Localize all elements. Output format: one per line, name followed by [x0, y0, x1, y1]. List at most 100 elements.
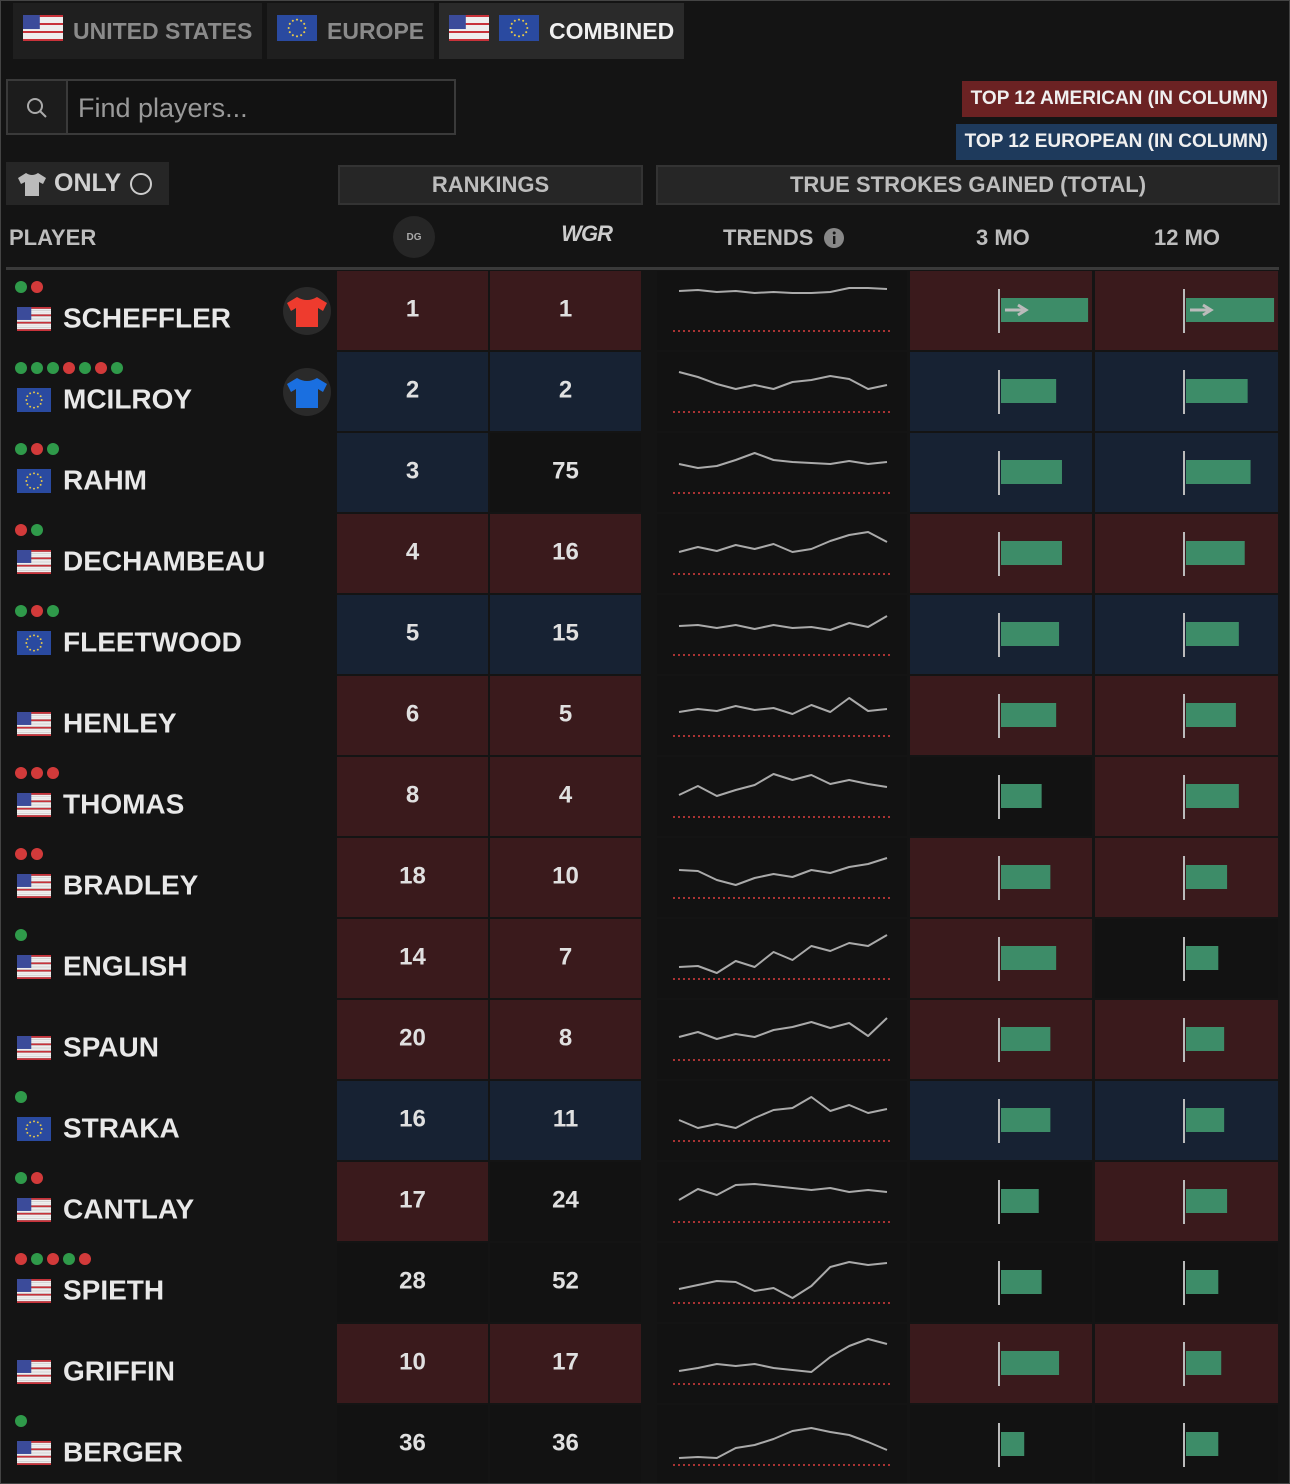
flag-star — [517, 18, 521, 21]
flag-star — [26, 476, 29, 479]
flag-star — [29, 405, 32, 408]
sg-bar — [1001, 379, 1057, 403]
sg-bar — [1186, 541, 1245, 565]
flag-image — [277, 15, 317, 41]
cell-bg — [490, 757, 641, 836]
flag-stripe — [17, 809, 51, 812]
flag-stripe — [17, 877, 51, 880]
flag-canton — [23, 15, 40, 30]
flag-star — [39, 476, 42, 479]
rank: 5 — [559, 700, 572, 727]
flag-stripe — [17, 1050, 51, 1053]
flag-star — [29, 635, 32, 638]
flag-star — [29, 1121, 32, 1124]
rank: 10 — [399, 1348, 426, 1375]
trend-line — [678, 1338, 888, 1373]
player-cell — [6, 514, 334, 593]
rank: 75 — [552, 457, 579, 484]
flag-stripe — [17, 321, 51, 324]
search-box[interactable]: Find players... — [6, 79, 456, 135]
flag-star — [287, 26, 290, 30]
flag-stripe — [17, 713, 51, 716]
flag-star — [300, 19, 303, 22]
form-dot — [15, 362, 27, 374]
rank: 5 — [406, 619, 419, 646]
flag-stripe — [17, 327, 51, 330]
flag-stripe — [17, 807, 51, 810]
form-dot — [15, 605, 27, 617]
only-filter[interactable]: ONLY — [6, 162, 169, 205]
flag-stripe — [17, 964, 51, 967]
flag-star — [36, 1121, 39, 1124]
tab[interactable]: COMBINED — [439, 3, 685, 59]
rank: 16 — [552, 538, 579, 565]
tab[interactable]: EUROPE — [267, 3, 435, 59]
player-cell — [6, 838, 334, 917]
flag-star — [40, 642, 43, 644]
trend-line — [678, 934, 888, 974]
flag-stripe — [449, 39, 489, 41]
flag-stripe — [17, 1444, 51, 1447]
flag-stripe — [17, 1374, 51, 1377]
flag-stripe — [17, 1295, 51, 1298]
flag-stripe — [17, 715, 51, 718]
flag-canton — [17, 712, 32, 725]
flag-stripe — [17, 896, 51, 898]
flag-image — [449, 15, 489, 41]
form-dot — [111, 362, 123, 374]
flag-stripe — [17, 1459, 51, 1462]
flag-stripe — [449, 33, 489, 35]
tab[interactable]: UNITED STATES — [13, 3, 263, 59]
flag-stripe — [17, 312, 51, 315]
cell-bg — [490, 919, 641, 998]
form-dot — [31, 1172, 43, 1184]
player-cell — [6, 352, 334, 431]
flag-star — [33, 391, 35, 394]
flag-stripe — [17, 719, 51, 722]
flag-stripe — [449, 35, 489, 37]
flag-stripe — [449, 31, 489, 33]
flag-stripe — [17, 1365, 51, 1368]
trend-cell — [657, 1324, 907, 1403]
flag-star — [39, 638, 42, 641]
flag-stripe — [17, 1203, 51, 1206]
cell-bg — [337, 433, 488, 512]
rank: 1 — [406, 295, 419, 322]
flag — [499, 15, 539, 47]
sg-bar — [1186, 1189, 1228, 1213]
sg-bar — [1001, 1270, 1042, 1294]
rank: 4 — [406, 538, 420, 565]
flag-stripe — [17, 1216, 51, 1219]
flag-star — [510, 31, 513, 34]
column-header: 3 MO — [976, 225, 1030, 250]
flag-star — [25, 480, 28, 482]
flag-stripe — [23, 17, 63, 19]
flag-star — [33, 1120, 35, 1123]
rank: 1 — [559, 295, 572, 322]
trend-line — [678, 1183, 888, 1201]
flag-star — [509, 26, 512, 30]
player-name: SCHEFFLER — [63, 302, 231, 333]
flag-stripe — [17, 1037, 51, 1040]
flag-stripe — [17, 550, 51, 552]
flag-stripe — [17, 1209, 51, 1211]
trend-cell — [657, 919, 907, 998]
flag-stripe — [17, 1279, 51, 1281]
trend-line — [678, 773, 888, 797]
trend-line — [678, 287, 888, 294]
column-header: 12 MO — [1154, 225, 1221, 250]
cell-bg — [490, 595, 641, 674]
cell-bg — [337, 838, 488, 917]
player-name: SPIETH — [63, 1274, 164, 1305]
flag-stripe — [17, 717, 51, 720]
flag-stripe — [17, 888, 51, 891]
sg-bar — [1186, 784, 1239, 808]
flag-star — [33, 634, 35, 637]
legend-item: TOP 12 EUROPEAN (IN COLUMN) — [955, 124, 1277, 160]
rank: 8 — [406, 781, 419, 808]
flag — [277, 15, 317, 47]
flag-star — [295, 18, 299, 21]
flag-star — [33, 406, 35, 409]
flag-stripe — [17, 969, 51, 972]
tab-label: COMBINED — [549, 17, 675, 44]
